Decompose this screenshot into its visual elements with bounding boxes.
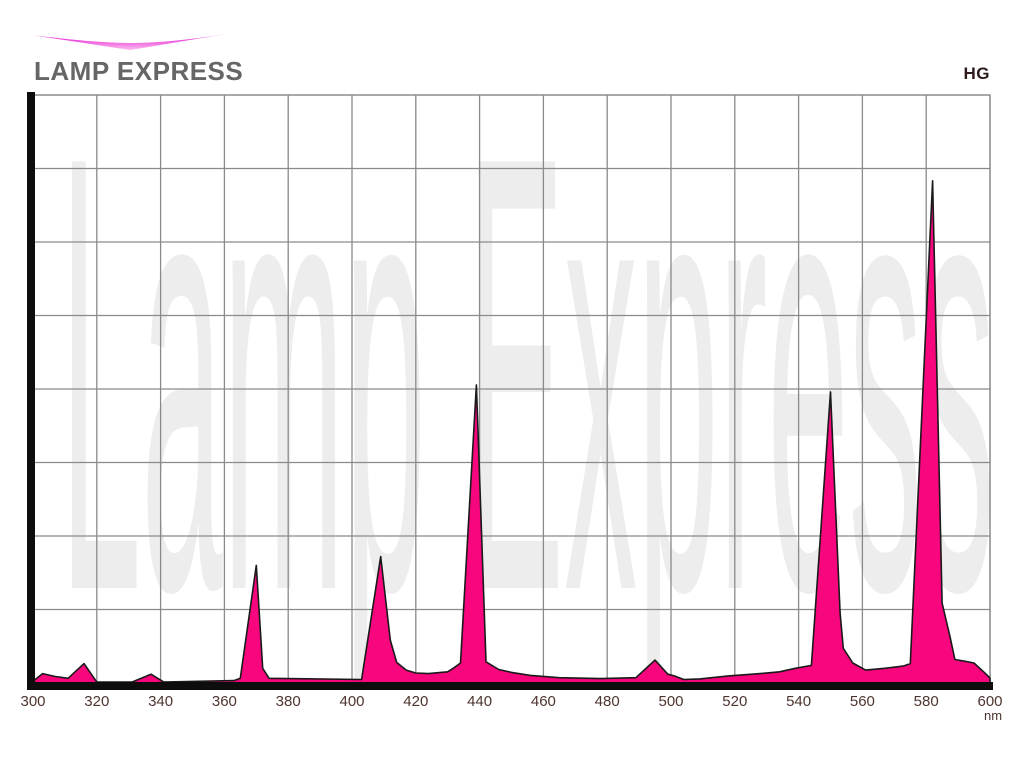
lamp-type-label: HG [963, 64, 990, 83]
logo-swoosh-icon [34, 33, 226, 51]
x-tick-label-460: 460 [531, 693, 556, 710]
logo-swoosh-shape [34, 33, 226, 51]
x-tick-labels: 300 320 340 360 380 400 420 440 460 480 500 520 540 5… [20, 693, 1002, 723]
y-axis [27, 92, 35, 690]
x-tick-label-380: 380 [276, 693, 301, 710]
x-tick-label-420: 420 [403, 693, 428, 710]
x-tick-label-320: 320 [84, 693, 109, 710]
watermark: Lamp Express [60, 28, 995, 724]
x-tick-label-500: 500 [658, 693, 683, 710]
x-tick-label-520: 520 [722, 693, 747, 710]
brand-title: LAMP EXPRESS [34, 56, 244, 86]
x-axis [27, 682, 993, 690]
x-tick-label-540: 540 [786, 693, 811, 710]
spectrum-area [32, 180, 991, 684]
x-tick-label-440: 440 [467, 693, 492, 710]
watermark-text: Lamp Express [60, 28, 995, 724]
x-tick-label-400: 400 [339, 693, 364, 710]
x-tick-label-300: 300 [20, 693, 45, 710]
x-tick-label-600: 600 [977, 693, 1002, 710]
x-axis-unit: nm [984, 708, 1002, 723]
x-tick-label-480: 480 [595, 693, 620, 710]
x-tick-label-580: 580 [914, 693, 939, 710]
x-tick-label-560: 560 [850, 693, 875, 710]
x-tick-label-360: 360 [212, 693, 237, 710]
x-tick-label-340: 340 [148, 693, 173, 710]
